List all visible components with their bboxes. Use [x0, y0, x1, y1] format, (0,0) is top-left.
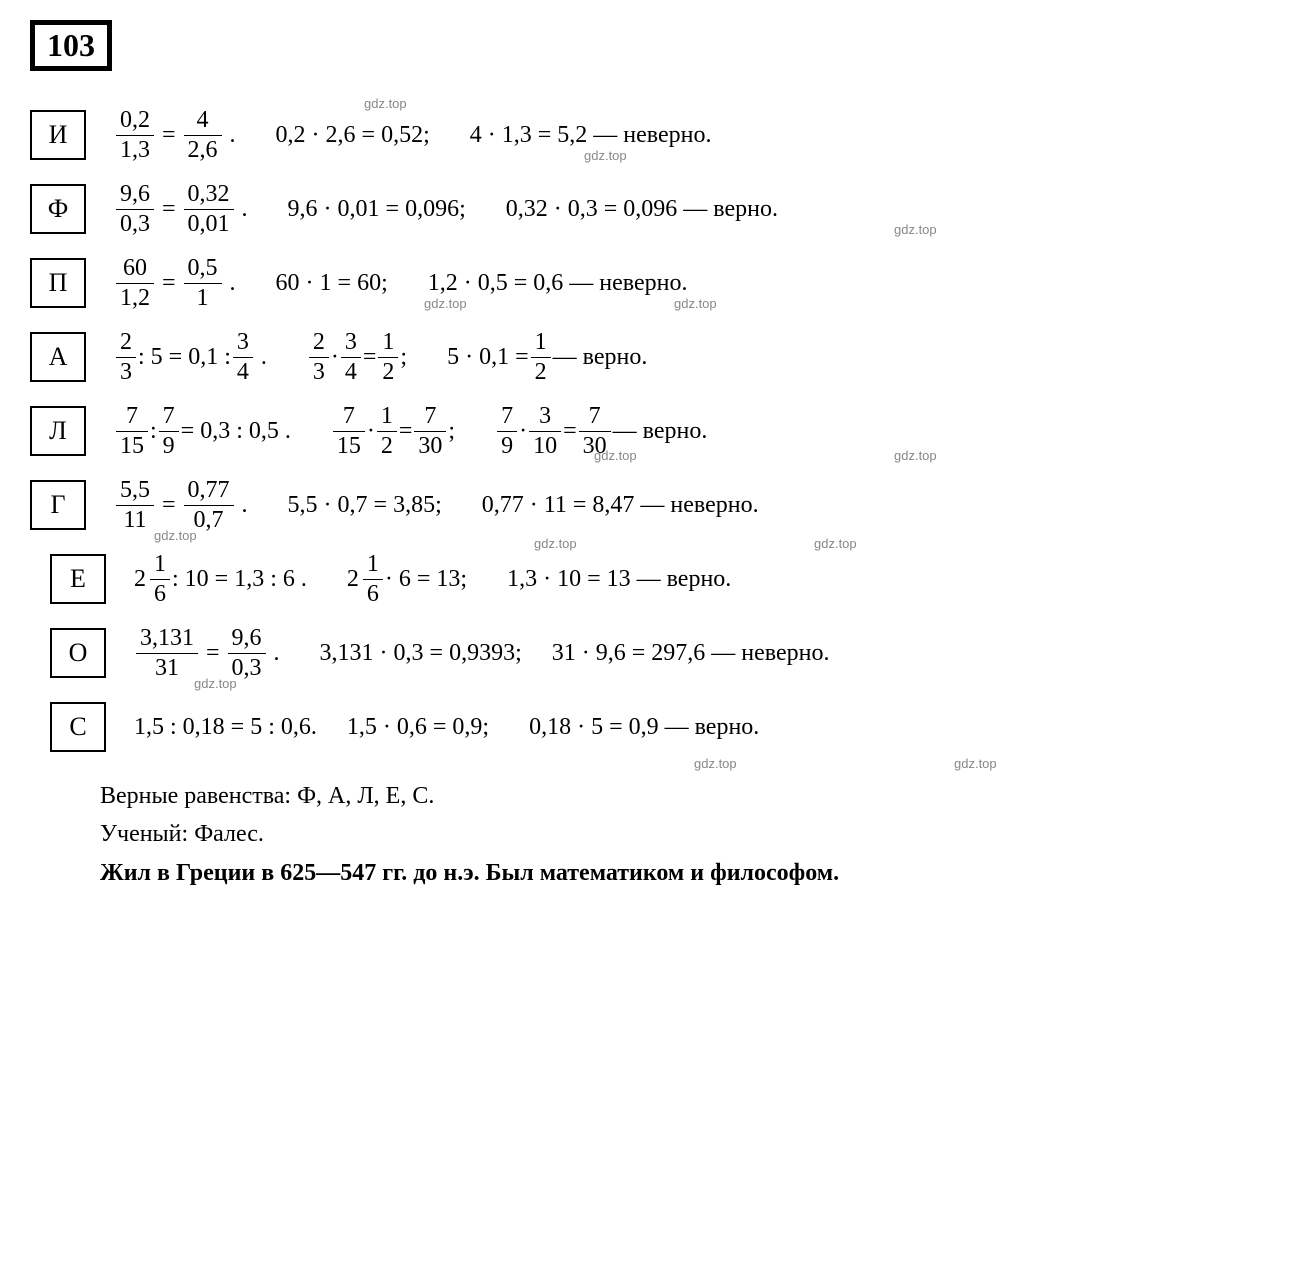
problem-number: 103	[30, 20, 112, 71]
letter-box: П	[30, 258, 86, 308]
watermark: gdz.top	[954, 756, 997, 771]
watermark: gdz.top	[534, 536, 577, 551]
row-o: О 3,13131 = 9,60,3 . 3,131 · 0,3 = 0,939…	[30, 623, 1266, 683]
equation-body: 216 : 10 = 1,3 : 6 . 216 · 6 = 13; 1,3 ·…	[134, 550, 731, 609]
equation-body: 715 : 79 = 0,3 : 0,5 . 715 · 12 = 730 ; …	[114, 402, 707, 461]
row-g: Г 5,511 = 0,770,7 . 5,5 · 0,7 = 3,85; 0,…	[30, 475, 1266, 535]
row-s: С 1,5 : 0,18 = 5 : 0,6. 1,5 · 0,6 = 0,9;…	[30, 697, 1266, 757]
conclusion: Верные равенства: Ф, А, Л, Е, С. Ученый:…	[100, 777, 1266, 892]
conclusion-line1: Верные равенства: Ф, А, Л, Е, С.	[100, 777, 1266, 815]
letter-box: Л	[30, 406, 86, 456]
letter-box: И	[30, 110, 86, 160]
letter-box: Г	[30, 480, 86, 530]
watermark: gdz.top	[894, 222, 937, 237]
watermark: gdz.top	[584, 148, 627, 163]
watermark: gdz.top	[814, 536, 857, 551]
row-i: И 0,21,3 = 42,6 . 0,2 · 2,6 = 0,52; 4 · …	[30, 105, 1266, 165]
letter-box: Е	[50, 554, 106, 604]
row-l: Л 715 : 79 = 0,3 : 0,5 . 715 · 12 = 730 …	[30, 401, 1266, 461]
row-p: П 601,2 = 0,51 . 60 · 1 = 60; 1,2 · 0,5 …	[30, 253, 1266, 313]
letter-box: А	[30, 332, 86, 382]
equation-body: 9,60,3 = 0,320,01 . 9,6 · 0,01 = 0,096; …	[114, 180, 778, 239]
row-a: А 23 : 5 = 0,1 : 34 . 23 · 34 = 12 ; 5 ·…	[30, 327, 1266, 387]
watermark: gdz.top	[364, 96, 407, 111]
conclusion-line3: Жил в Греции в 625—547 гг. до н.э. Был м…	[100, 854, 1266, 892]
equation-body: 23 : 5 = 0,1 : 34 . 23 · 34 = 12 ; 5 · 0…	[114, 328, 647, 387]
watermark: gdz.top	[894, 448, 937, 463]
letter-box: О	[50, 628, 106, 678]
watermark: gdz.top	[694, 756, 737, 771]
equation-body: 601,2 = 0,51 . 60 · 1 = 60; 1,2 · 0,5 = …	[114, 254, 687, 313]
letter-box: С	[50, 702, 106, 752]
watermark: gdz.top	[424, 296, 467, 311]
equation-body: 3,13131 = 9,60,3 . 3,131 · 0,3 = 0,9393;…	[134, 624, 829, 683]
row-f: Ф 9,60,3 = 0,320,01 . 9,6 · 0,01 = 0,096…	[30, 179, 1266, 239]
watermark: gdz.top	[674, 296, 717, 311]
equation-body: 1,5 : 0,18 = 5 : 0,6. 1,5 · 0,6 = 0,9; 0…	[134, 714, 759, 741]
equation-body: 0,21,3 = 42,6 . 0,2 · 2,6 = 0,52; 4 · 1,…	[114, 106, 711, 165]
letter-box: Ф	[30, 184, 86, 234]
conclusion-line2: Ученый: Фалес.	[100, 815, 1266, 853]
row-e: Е 216 : 10 = 1,3 : 6 . 216 · 6 = 13; 1,3…	[30, 549, 1266, 609]
equation-body: 5,511 = 0,770,7 . 5,5 · 0,7 = 3,85; 0,77…	[114, 476, 759, 535]
